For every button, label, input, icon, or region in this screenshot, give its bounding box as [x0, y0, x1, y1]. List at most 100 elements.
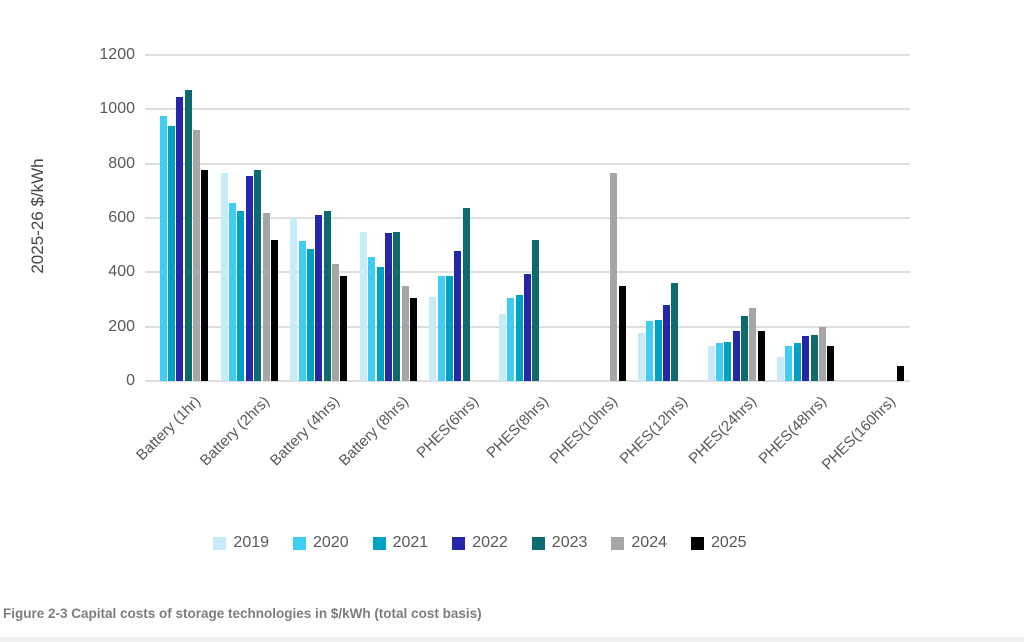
bar-Battery (1hr)-2022: [176, 97, 184, 381]
bar-Battery (2hrs)-2023: [254, 170, 262, 381]
bar-PHES(12hrs)-2019: [638, 333, 646, 381]
bar-Battery (8hrs)-2023: [393, 231, 401, 381]
bar-PHES(48hrs)-2025: [827, 345, 835, 381]
legend-swatch-2019: [213, 536, 227, 550]
bar-PHES(8hrs)-2023: [532, 239, 540, 381]
bar-PHES(48hrs)-2019: [777, 356, 785, 381]
bar-PHES(8hrs)-2020: [507, 298, 515, 381]
bar-Battery (1hr)-2021: [167, 125, 175, 381]
bar-PHES(12hrs)-2022: [663, 304, 671, 381]
legend-label-2022: 2022: [472, 534, 508, 551]
bar-Battery (2hrs)-2019: [220, 173, 228, 381]
legend-swatch-2020: [293, 536, 307, 550]
y-axis-title: 2025-26 $/kWh: [28, 158, 47, 274]
bar-Battery (8hrs)-2024: [401, 285, 409, 381]
figure-caption: Figure 2-3 Capital costs of storage tech…: [3, 606, 482, 621]
y-tick-label-0: 0: [126, 372, 135, 389]
y-tick-label-200: 200: [108, 317, 135, 335]
bar-Battery (1hr)-2020: [159, 116, 167, 381]
gridline-1200: [145, 54, 910, 56]
bottom-divider: [0, 637, 1024, 642]
gridline-0: [145, 380, 910, 382]
bar-Battery (8hrs)-2025: [409, 298, 417, 381]
bar-PHES(48hrs)-2020: [785, 345, 793, 381]
legend-label-2021: 2021: [392, 534, 429, 551]
bar-Battery (4hrs)-2024: [332, 264, 340, 381]
bar-PHES(12hrs)-2020: [646, 321, 654, 381]
bar-PHES(10hrs)-2024: [610, 173, 618, 381]
legend-item-2023: 2023: [531, 534, 588, 552]
bar-PHES(24hrs)-2021: [724, 341, 732, 381]
legend-label-2020: 2020: [313, 534, 349, 551]
bar-Battery (2hrs)-2025: [270, 239, 278, 381]
gridline-400: [145, 271, 910, 274]
chart-legend: 2019 2020 2021 2022 2023 2024 2025: [0, 534, 992, 552]
bar-PHES(48hrs)-2023: [810, 334, 818, 381]
bar-Battery (4hrs)-2021: [307, 249, 314, 381]
bar-Battery (8hrs)-2019: [359, 231, 367, 381]
legend-item-2021: 2021: [372, 534, 429, 552]
y-tick-label-800: 800: [108, 154, 135, 172]
bar-PHES(24hrs)-2022: [732, 330, 740, 381]
bar-Battery (4hrs)-2025: [340, 276, 348, 381]
gridline-1000: [145, 108, 910, 111]
y-tick-label-1200: 1200: [99, 46, 135, 63]
legend-label-2024: 2024: [631, 534, 667, 551]
bar-PHES(6hrs)-2020: [437, 276, 445, 381]
bar-PHES(24hrs)-2020: [715, 342, 723, 381]
bar-Battery (2hrs)-2021: [237, 211, 245, 381]
bar-PHES(6hrs)-2019: [429, 296, 437, 381]
bar-Battery (4hrs)-2020: [298, 241, 306, 381]
legend-item-2024: 2024: [611, 534, 667, 552]
legend-item-2022: 2022: [452, 534, 508, 552]
bar-Battery (1hr)-2025: [201, 170, 209, 381]
bar-Battery (4hrs)-2019: [290, 218, 298, 381]
bar-PHES(24hrs)-2024: [749, 307, 757, 381]
bar-PHES(6hrs)-2022: [454, 250, 462, 381]
bar-Battery (2hrs)-2022: [245, 175, 253, 381]
bar-Battery (2hrs)-2024: [262, 212, 270, 381]
y-tick-label-600: 600: [108, 209, 135, 226]
bar-Battery (8hrs)-2020: [368, 257, 376, 381]
bar-PHES(6hrs)-2023: [462, 208, 470, 381]
bar-Battery (1hr)-2023: [184, 90, 192, 381]
bar-PHES(6hrs)-2021: [446, 276, 454, 381]
x-axis-label-Battery (1hr): Battery (1hr): [132, 393, 204, 464]
bar-Battery (1hr)-2024: [192, 129, 200, 381]
bar-Battery (8hrs)-2022: [384, 232, 392, 381]
legend-item-2019: 2019: [213, 534, 269, 552]
legend-label-2019: 2019: [233, 534, 270, 551]
legend-label-2025: 2025: [710, 534, 747, 551]
bar-PHES(10hrs)-2025: [618, 285, 626, 381]
bar-PHES(8hrs)-2022: [524, 273, 531, 381]
legend-item-2025: 2025: [690, 534, 747, 552]
bar-PHES(24hrs)-2025: [757, 330, 765, 381]
bar-PHES(24hrs)-2023: [740, 315, 748, 381]
bar-Battery (4hrs)-2023: [323, 211, 331, 381]
legend-swatch-2023: [531, 536, 545, 550]
legend-swatch-2022: [452, 536, 466, 550]
bar-Battery (4hrs)-2022: [315, 215, 323, 381]
legend-item-2020: 2020: [293, 534, 349, 552]
bar-PHES(48hrs)-2024: [818, 326, 826, 381]
y-tick-label-1000: 1000: [99, 100, 135, 118]
bar-PHES(12hrs)-2021: [654, 319, 662, 381]
bar-PHES(24hrs)-2019: [707, 345, 715, 381]
bar-Battery (8hrs)-2021: [376, 266, 384, 381]
bar-PHES(48hrs)-2022: [802, 336, 810, 381]
legend-label-2023: 2023: [551, 534, 588, 551]
bar-PHES(8hrs)-2019: [498, 314, 506, 381]
y-tick-label-400: 400: [108, 263, 135, 281]
legend-swatch-2024: [611, 536, 625, 550]
legend-swatch-2021: [372, 536, 386, 550]
bar-Battery (2hrs)-2020: [229, 203, 237, 381]
bar-PHES(160hrs)-2025: [896, 366, 904, 381]
gridline-600: [145, 217, 910, 219]
bar-PHES(48hrs)-2021: [793, 342, 801, 381]
bar-PHES(12hrs)-2023: [671, 283, 679, 381]
gridline-800: [145, 162, 910, 165]
legend-swatch-2025: [690, 536, 704, 550]
bar-PHES(8hrs)-2021: [515, 295, 523, 381]
